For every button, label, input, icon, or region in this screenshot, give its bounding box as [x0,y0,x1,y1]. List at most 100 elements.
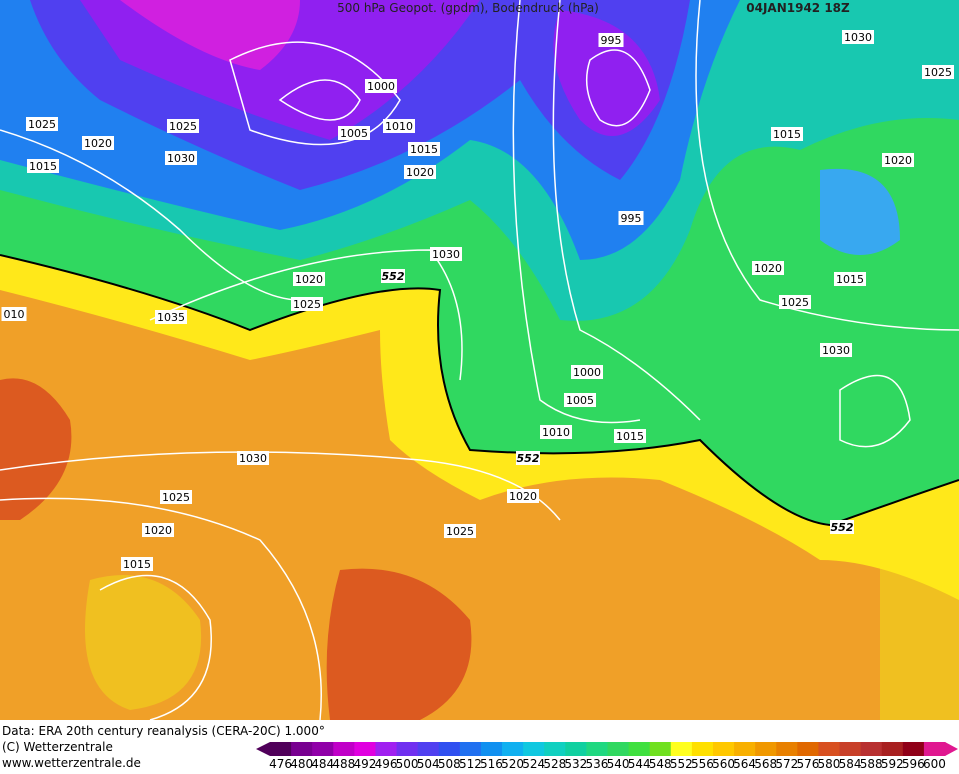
legend-label: 580 [818,757,841,770]
legend-swatch [565,742,587,756]
legend-swatch [459,742,482,756]
contour-labels: 1000 1005 1010 1015 1020 1025 1025 1020 1015 1030… [1,30,954,571]
legend-label: 592 [881,757,904,770]
isobar-label-box [167,119,199,133]
legend-label: 476 [269,757,292,770]
isobar-label-box [540,425,572,439]
isobar-label-box [922,65,954,79]
isobar-label-box [26,117,58,131]
legend-swatch [502,742,524,756]
isobar-label: 1015 [616,430,644,443]
isobar-label: 1000 [367,80,395,93]
legend-label: 516 [480,757,503,770]
legend-swatch [860,742,883,756]
isobar-label-box [618,211,644,225]
legend-label: 556 [691,757,714,770]
isobar-label-box [444,524,476,538]
legend-swatch [438,742,461,756]
legend-label: 524 [522,757,545,770]
legend-label: 528 [543,757,566,770]
legend-swatch [797,742,819,756]
legend-swatch [691,742,714,756]
legend-swatch [649,742,672,756]
isobar-label-box [834,272,866,286]
isobar-label-box [82,136,114,150]
legend-label: 548 [649,757,672,770]
isobar-label-box [820,343,852,357]
isobar-label: 1010 [542,426,570,439]
footer-url: www.wetterzentrale.de [2,756,141,770]
legend-swatch [628,742,651,756]
isobar-label: 1025 [28,118,56,131]
legend-label: 596 [902,757,925,770]
legend-swatch [902,742,925,756]
legend-swatch [881,742,904,756]
legend-arrow-left [256,742,270,756]
legend-arrow-right [945,742,958,756]
isobar-label-box [614,429,646,443]
isobar-label: 010 [4,308,25,321]
isobar-label: 1005 [340,127,368,140]
legend-label: 588 [860,757,883,770]
legend-label: 536 [586,757,609,770]
isobars [0,0,959,721]
isobar-label-box [404,165,436,179]
legend-label: 564 [733,757,756,770]
legend-label: 508 [438,757,461,770]
warm-area [0,378,472,720]
isobar-label-box [752,261,784,275]
geopotential-label-box [830,520,854,534]
legend-label: 520 [501,757,524,770]
isobar-label-box [771,127,803,141]
isobar-label-box [430,247,462,261]
legend-swatch [544,742,566,756]
legend-label: 480 [290,757,313,770]
geopotential-label: 552 [831,521,854,534]
isobar-label: 1025 [446,525,474,538]
isobar-label-box [564,393,596,407]
isobar-label: 995 [621,212,642,225]
isobar-label-box [160,490,192,504]
geopotential-label-box [381,269,405,283]
legend-swatch [354,742,376,756]
isobar-label: 1030 [239,452,267,465]
geopotential-label: 552 [382,270,405,283]
isobar-label: 1020 [884,154,912,167]
legend-swatch [333,742,355,756]
legend-label: 504 [417,757,440,770]
legend-swatch [586,742,608,756]
legend-label: 560 [712,757,735,770]
isobar-label: 1020 [144,524,172,537]
isobar-label-box [293,272,325,286]
isobar-label: 995 [601,34,622,47]
legend-swatch [776,742,798,756]
isobar-label: 1035 [157,311,185,324]
legend-label: 488 [332,757,355,770]
isobar-label: 1015 [29,160,57,173]
isobar-label: 1020 [754,262,782,275]
isobar-label: 1020 [295,273,323,286]
isobar-label-box [142,523,174,537]
isobar-label-box [383,119,415,133]
geopotential-label-box [516,451,540,465]
contour-552 [0,254,959,527]
legend-label: 496 [375,757,398,770]
isobar-label: 1030 [844,31,872,44]
isobar-label-box [507,489,539,503]
legend-label: 532 [564,757,587,770]
isobar-label: 1015 [410,143,438,156]
legend-swatch [270,742,292,756]
low-area [820,168,900,255]
yellow-band [0,255,959,600]
isobar-label-box [408,142,440,156]
legend-swatch [923,742,946,756]
isobar-label-box [338,126,370,140]
legend-label: 572 [775,757,798,770]
legend-label: 484 [311,757,334,770]
color-legend: 4764804844884924965005045085125165205245… [256,742,958,771]
isobar-label: 1015 [773,128,801,141]
legend-swatch [375,742,398,756]
isobar-label-box [165,151,197,165]
isobar-label: 1015 [836,273,864,286]
